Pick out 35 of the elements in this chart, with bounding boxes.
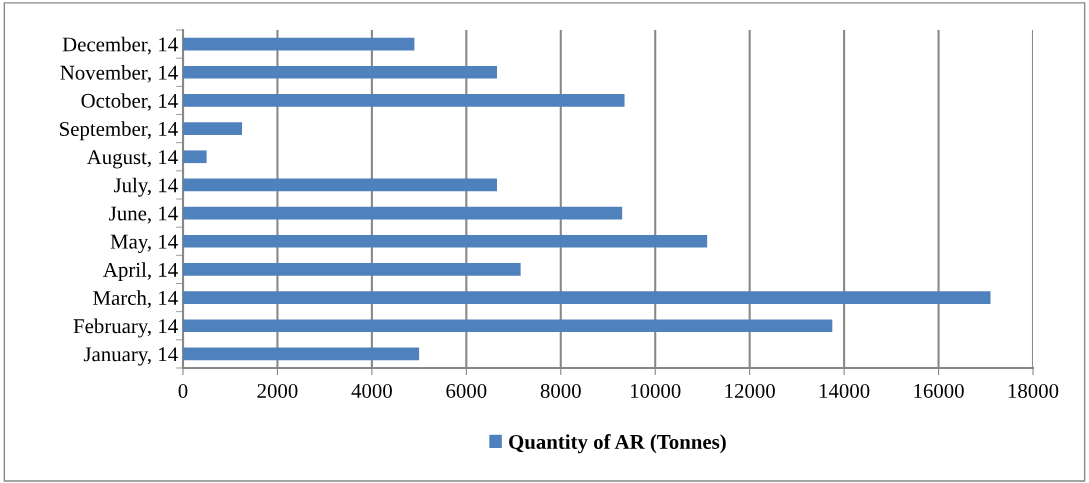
bar <box>183 263 521 276</box>
x-tick-label: 0 <box>178 383 188 398</box>
x-tick-label: 14000 <box>819 383 870 398</box>
x-tick-label: 18000 <box>1008 383 1059 398</box>
y-tick-label: January, 14 <box>83 347 178 366</box>
x-tick-label: 6000 <box>446 383 487 398</box>
bar <box>183 122 243 135</box>
y-tick-label: December, 14 <box>62 36 178 55</box>
x-tick-label: 16000 <box>914 383 964 398</box>
bar <box>183 37 415 51</box>
x-tick-label: 12000 <box>725 383 775 398</box>
x-tick-label: 10000 <box>631 383 681 398</box>
bar <box>183 319 833 333</box>
bar <box>183 94 625 107</box>
y-tick-label: July, 14 <box>113 177 178 197</box>
bar <box>183 150 207 164</box>
x-tick-label: 2000 <box>257 383 298 398</box>
x-tick-label: 4000 <box>351 383 392 398</box>
legend-label: Quantity of AR (Tonnes) <box>509 434 726 454</box>
y-tick-label: February, 14 <box>73 318 178 338</box>
y-tick-label: March, 14 <box>93 290 178 309</box>
y-tick-label: September, 14 <box>60 121 178 141</box>
y-tick-label: August, 14 <box>86 150 178 169</box>
bar <box>183 206 623 220</box>
bar <box>183 291 991 304</box>
bar <box>183 347 420 361</box>
bar <box>183 65 498 79</box>
bar <box>183 178 498 192</box>
x-tick-label: 8000 <box>540 383 581 398</box>
y-tick-label: April, 14 <box>103 262 178 282</box>
y-tick-label: May, 14 <box>110 234 178 253</box>
y-tick-label: June, 14 <box>109 206 178 224</box>
bar <box>183 234 708 248</box>
y-tick-label: November, 14 <box>60 65 178 83</box>
y-tick-label: October, 14 <box>81 93 178 111</box>
